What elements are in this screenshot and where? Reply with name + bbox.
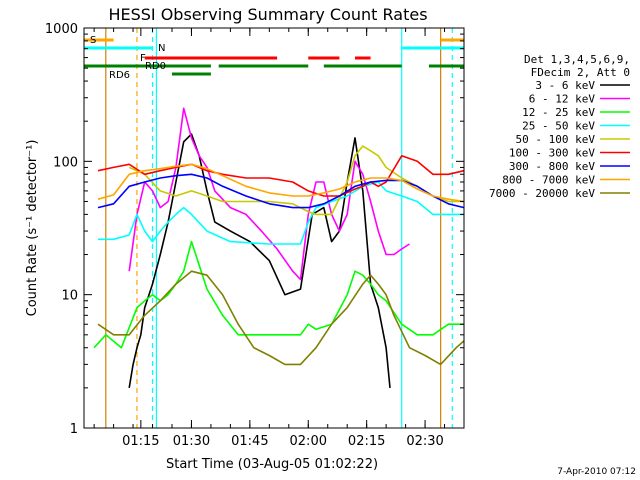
y-tick-label-1: 10 — [61, 289, 78, 304]
legend-entry-3: 25 - 50 keV — [522, 120, 595, 133]
x-tick-label-1: 01:30 — [173, 434, 210, 449]
x-axis-label: Start Time (03-Aug-05 01:02:22) — [166, 457, 378, 472]
legend-entry-7: 800 - 7000 keV — [502, 174, 595, 187]
x-tick-label-5: 02:30 — [406, 434, 443, 449]
legend-entry-2: 12 - 25 keV — [522, 106, 595, 119]
y-axis-label: Count Rate (s⁻¹ detector⁻¹) — [25, 140, 40, 317]
x-tick-label-2: 01:45 — [231, 434, 268, 449]
flag-label-rd6: RD6 — [109, 70, 130, 81]
x-tick-label-4: 02:15 — [348, 434, 385, 449]
legend-entry-8: 7000 - 20000 keV — [489, 187, 595, 200]
series-line-3 — [98, 181, 464, 245]
flag-label-n: N — [158, 43, 165, 54]
series-line-7 — [97, 163, 465, 203]
legend-entry-0: 3 - 6 keV — [535, 79, 595, 92]
flag-label-rd0: RD0 — [145, 61, 166, 72]
legend-header-1: FDecim 2, Att 0 — [531, 66, 630, 79]
legend-entry-6: 300 - 800 keV — [509, 160, 595, 173]
legend-entry-5: 100 - 300 keV — [509, 147, 595, 160]
flag-label-f: F — [140, 53, 146, 64]
legend: Det 1,3,4,5,6,9,FDecim 2, Att 03 - 6 keV… — [489, 53, 630, 200]
y-tick-label-0: 1 — [70, 422, 78, 437]
series-line-1 — [128, 107, 410, 281]
series-line-5 — [97, 155, 465, 197]
series-line-2 — [93, 240, 464, 349]
series-line-8 — [97, 270, 465, 366]
y-tick-label-3: 1000 — [45, 22, 78, 37]
series-lines — [93, 107, 465, 389]
x-tick-label-3: 02:00 — [290, 434, 327, 449]
legend-header-0: Det 1,3,4,5,6,9, — [524, 53, 630, 66]
legend-entry-4: 50 - 100 keV — [516, 133, 596, 146]
axes: 1 10 100 1000 01:15 01:30 01:45 02:00 02:15 02:30 — [45, 22, 465, 449]
flag-label-s: S — [90, 35, 96, 46]
y-tick-label-2: 100 — [53, 155, 78, 170]
legend-entry-1: 6 - 12 keV — [529, 93, 596, 106]
x-tick-label-0: 01:15 — [122, 434, 159, 449]
timestamp-footer: 7-Apr-2010 07:12 — [557, 467, 636, 477]
series-line-4 — [128, 145, 464, 216]
chart-title: HESSI Observing Summary Count Rates — [108, 5, 427, 24]
series-line-0 — [128, 133, 391, 389]
plot-frame — [83, 27, 465, 429]
plot-area — [105, 28, 453, 428]
